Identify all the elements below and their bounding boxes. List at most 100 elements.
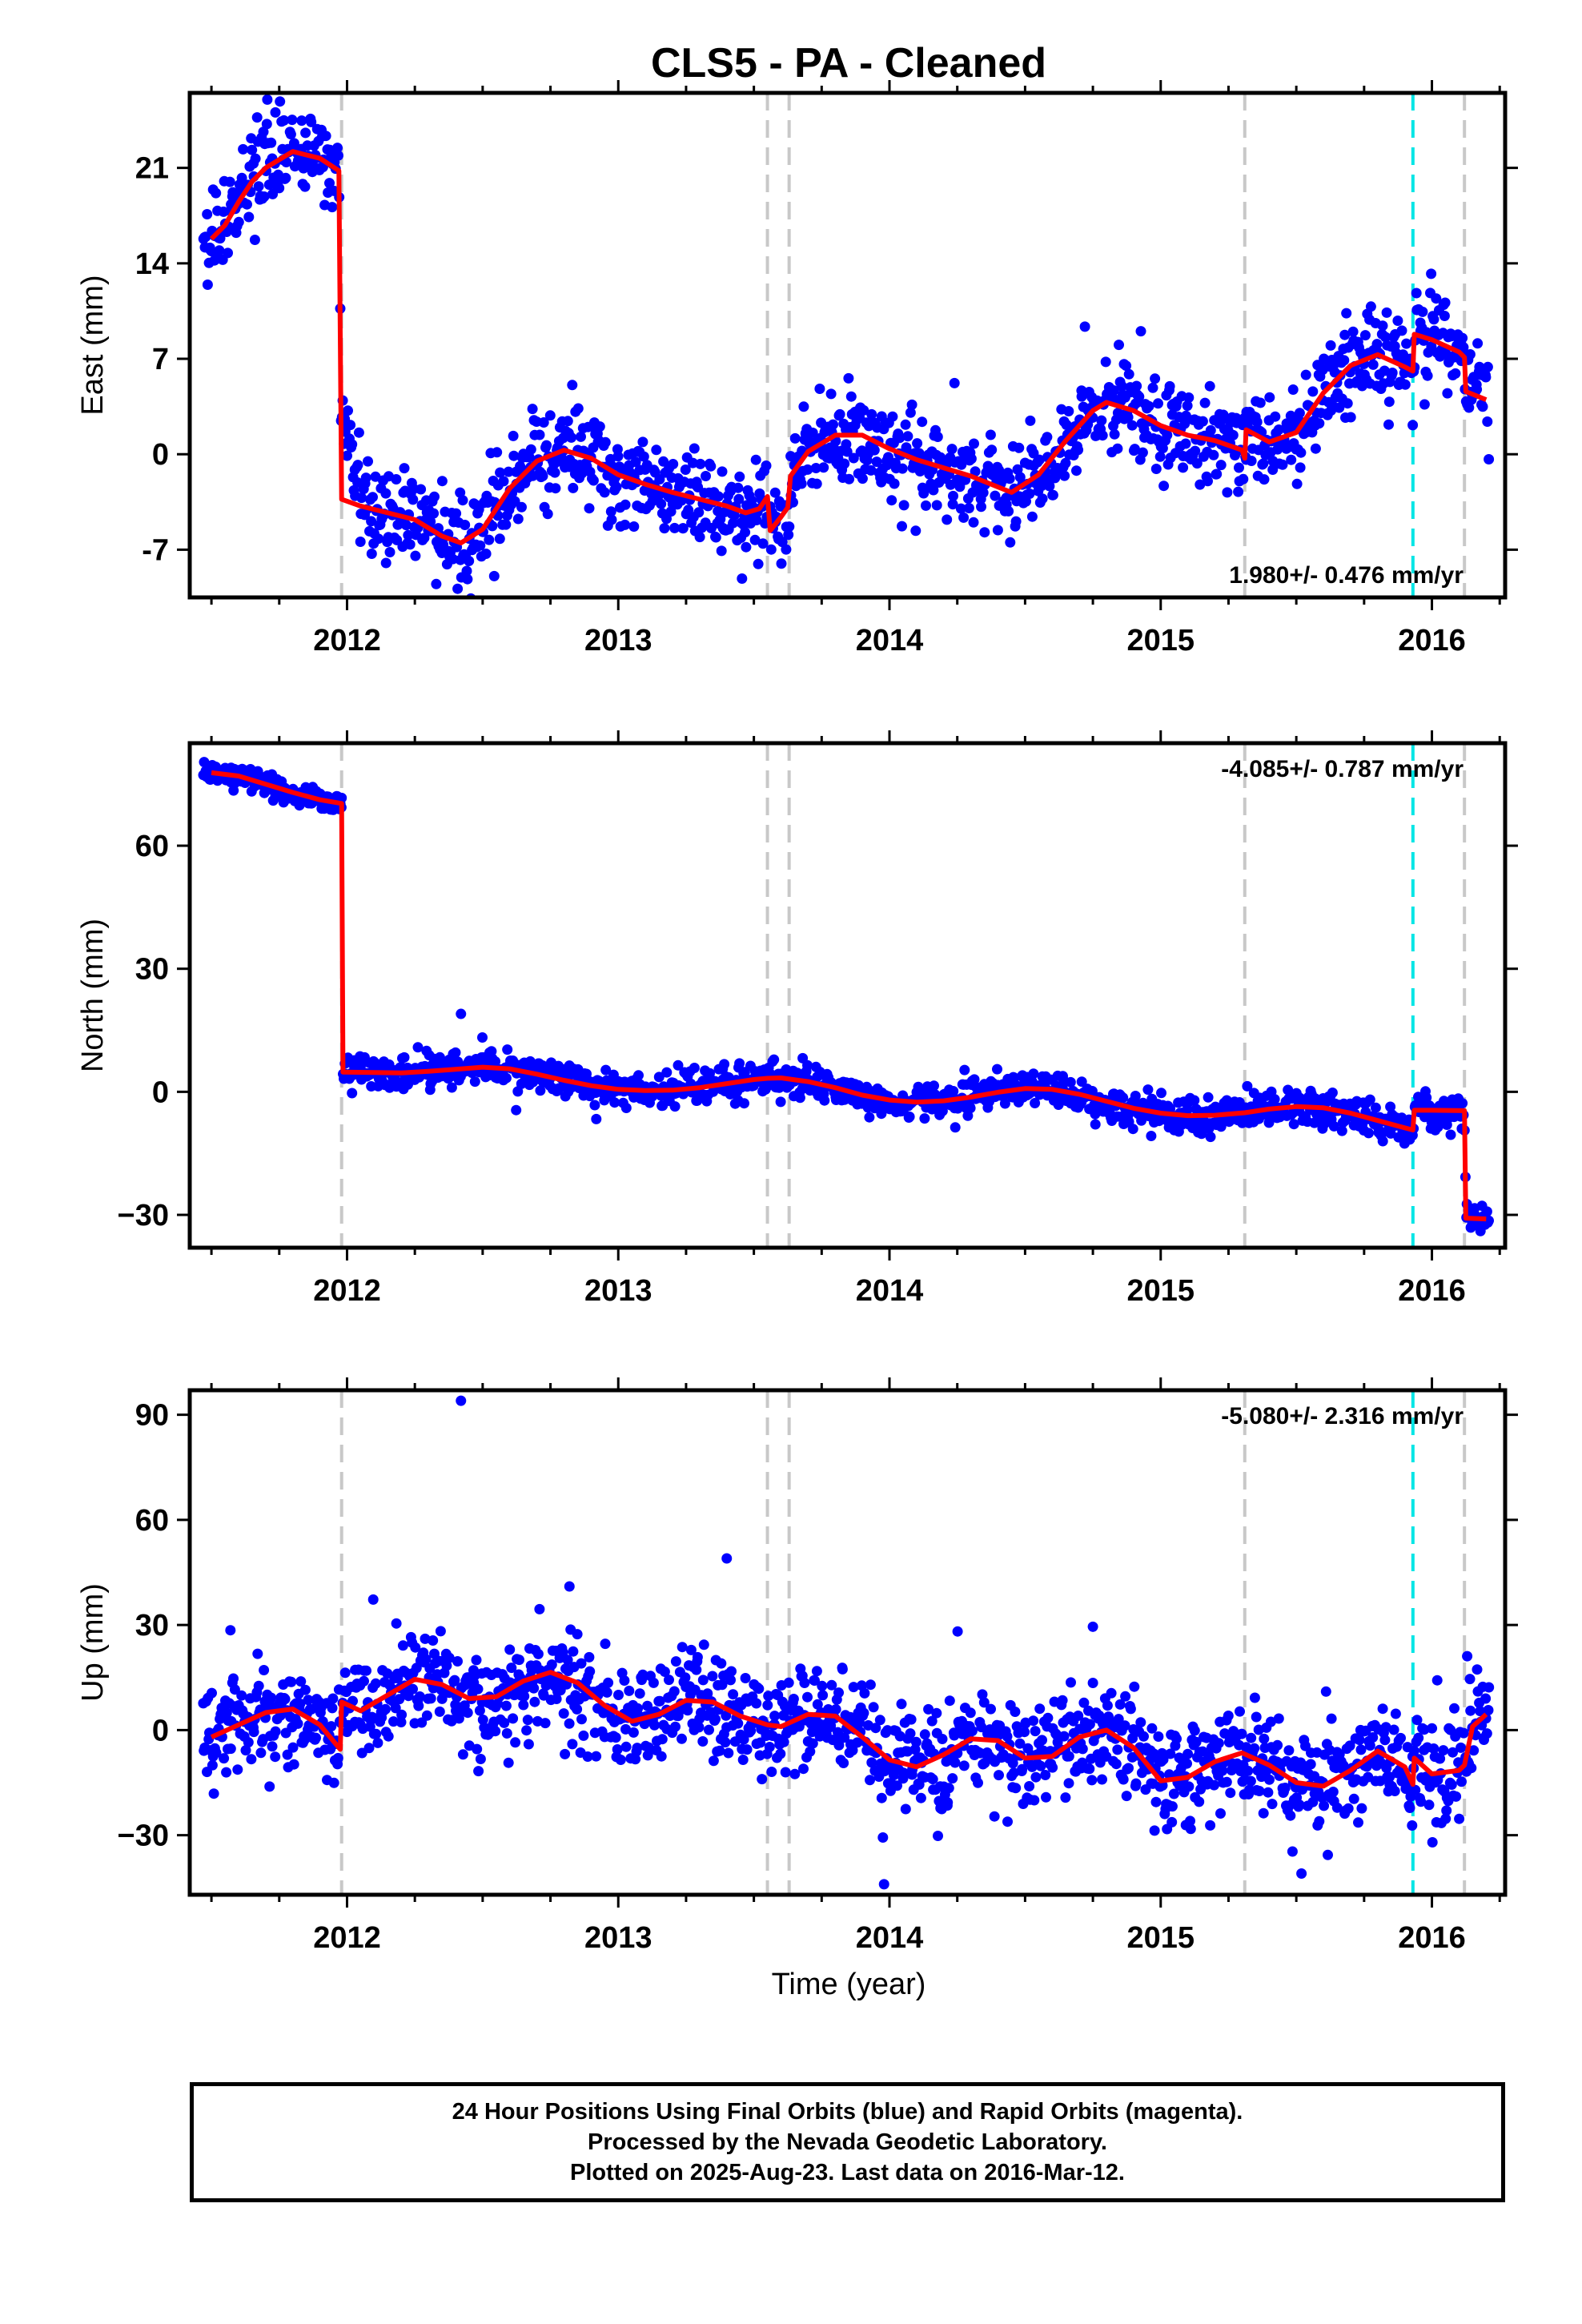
east-data-point (1204, 380, 1215, 392)
up-data-point (1320, 1686, 1331, 1697)
east-data-point (811, 478, 822, 489)
east-data-point (599, 487, 610, 498)
up-data-point (1158, 1754, 1169, 1765)
up-data-point (519, 1691, 530, 1702)
east-data-point (498, 476, 509, 487)
up-data-point (826, 1679, 837, 1691)
east-data-point (299, 181, 311, 192)
north-y-axis-label: North (mm) (76, 919, 110, 1072)
up-data-point (232, 1764, 243, 1775)
up-data-point (1114, 1699, 1126, 1710)
up-data-point (1326, 1713, 1337, 1724)
east-data-point (509, 496, 520, 507)
east-data-point (869, 444, 880, 456)
north-data-point (1269, 1094, 1280, 1105)
north-data-point (1156, 1088, 1166, 1099)
up-data-point (926, 1715, 938, 1727)
east-data-point (1464, 349, 1476, 360)
up-data-point (892, 1780, 902, 1791)
east-data-point (828, 419, 838, 430)
east-data-point (373, 533, 384, 545)
up-data-point (1097, 1774, 1107, 1785)
up-data-point (584, 1651, 595, 1663)
east-data-point (630, 456, 641, 468)
up-data-point (634, 1688, 645, 1699)
up-data-point (989, 1811, 1000, 1822)
east-data-point (251, 112, 263, 123)
up-data-point (228, 1673, 239, 1684)
east-y-tick-label: 14 (135, 247, 169, 281)
east-data-point (1428, 314, 1439, 325)
east-data-point (659, 523, 670, 534)
east-data-point (1179, 418, 1191, 429)
up-data-point (1464, 1674, 1476, 1685)
up-data-point (396, 1709, 408, 1720)
east-data-point (1307, 386, 1319, 397)
east-data-point (1135, 326, 1146, 337)
north-data-point (511, 1104, 522, 1116)
north-data-point (992, 1063, 1002, 1075)
north-data-point (775, 1096, 786, 1108)
east-data-point (1291, 478, 1303, 489)
east-data-point (568, 482, 579, 493)
east-data-point (1339, 329, 1351, 340)
up-data-point (279, 1694, 291, 1705)
up-data-point (1150, 1796, 1162, 1807)
east-data-point (814, 384, 825, 394)
up-data-point (1343, 1803, 1354, 1814)
east-data-point (1392, 316, 1403, 326)
north-data-point (959, 1064, 970, 1076)
up-points (198, 1395, 1495, 1890)
up-data-point (659, 1667, 670, 1677)
east-data-point (541, 440, 552, 451)
east-data-point (668, 459, 679, 469)
north-data-point (1263, 1117, 1275, 1128)
east-data-point (966, 453, 977, 464)
east-x-tick-label: 2014 (856, 624, 924, 657)
up-data-point (1296, 1868, 1307, 1879)
east-data-point (475, 540, 486, 551)
up-data-point (1002, 1731, 1013, 1742)
east-data-point (1003, 505, 1014, 517)
east-data-point (428, 508, 440, 519)
east-data-point (448, 553, 459, 565)
up-data-point (504, 1644, 516, 1655)
up-data-point (521, 1725, 532, 1736)
up-data-point (1388, 1724, 1399, 1735)
up-data-point (905, 1728, 916, 1739)
up-data-point (656, 1734, 668, 1745)
up-data-point (1123, 1763, 1134, 1774)
east-data-point (1417, 306, 1428, 317)
east-data-point (749, 534, 761, 545)
east-data-point (1203, 476, 1213, 487)
east-data-point (620, 519, 631, 530)
east-data-point (751, 515, 762, 525)
up-data-point (1246, 1732, 1257, 1743)
north-data-point (1203, 1092, 1214, 1103)
east-data-point (1122, 412, 1134, 423)
east-data-point (1287, 384, 1299, 395)
east-data-point (1477, 401, 1488, 412)
up-data-point (942, 1797, 954, 1808)
up-data-point (1294, 1799, 1305, 1811)
up-data-point (1319, 1800, 1330, 1811)
east-data-point (1061, 420, 1072, 430)
up-data-point (471, 1655, 482, 1666)
up-data-point (619, 1675, 630, 1686)
east-data-point (802, 464, 813, 475)
up-x-tick-label: 2016 (1398, 1921, 1466, 1955)
chart-title: CLS5 - PA - Cleaned (651, 40, 1046, 86)
east-data-point (1347, 326, 1359, 337)
up-data-point (303, 1695, 314, 1706)
east-data-point (798, 401, 809, 412)
up-data-point (1415, 1796, 1427, 1807)
east-data-point (978, 487, 989, 498)
up-data-point (311, 1732, 321, 1743)
east-data-point (460, 520, 471, 530)
east-data-point (1005, 537, 1016, 548)
north-data-point (336, 792, 347, 803)
east-data-point (834, 408, 845, 420)
up-data-point (523, 1739, 534, 1750)
up-data-point (1007, 1758, 1018, 1769)
up-data-point (817, 1680, 828, 1691)
